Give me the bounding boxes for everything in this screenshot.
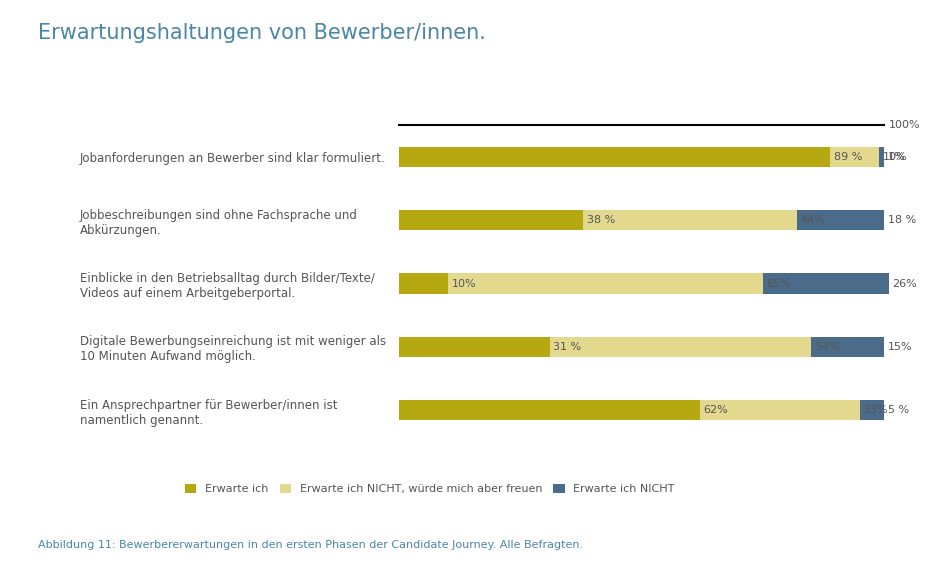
Legend: Erwarte ich, Erwarte ich NICHT, würde mich aber freuen, Erwarte ich NICHT: Erwarte ich, Erwarte ich NICHT, würde mi… [185,484,675,494]
Text: Abbildung 11: Bewerbererwartungen in den ersten Phasen der Candidate Journey. Al: Abbildung 11: Bewerbererwartungen in den… [38,540,583,550]
Bar [448,274,763,294]
Bar [879,147,883,167]
Bar [811,337,883,357]
Text: 89 %: 89 % [834,152,863,162]
Text: 15%: 15% [887,342,912,352]
Bar [763,274,888,294]
Bar [584,210,797,231]
Bar [399,210,584,231]
Text: 18 %: 18 % [887,215,916,226]
Text: 1%: 1% [887,152,905,162]
Text: 38 %: 38 % [588,215,615,226]
Bar [860,400,883,420]
Text: 10%: 10% [452,279,476,289]
Text: 54%: 54% [815,342,840,352]
Bar [550,337,811,357]
Bar [399,274,448,294]
Bar [700,400,860,420]
Bar [399,337,550,357]
Bar [399,147,830,167]
Text: Erwartungshaltungen von Bewerber/innen.: Erwartungshaltungen von Bewerber/innen. [38,23,486,42]
Text: 26%: 26% [892,279,917,289]
Text: 100%: 100% [888,120,921,130]
Text: 33%: 33% [864,405,888,415]
Bar [797,210,883,231]
Text: 5 %: 5 % [887,405,909,415]
Text: 65%: 65% [767,279,791,289]
Text: 44%: 44% [801,215,825,226]
Text: 10%: 10% [883,152,907,162]
Text: 31 %: 31 % [553,342,582,352]
Text: 62%: 62% [704,405,728,415]
Bar [399,400,700,420]
Bar [830,147,879,167]
